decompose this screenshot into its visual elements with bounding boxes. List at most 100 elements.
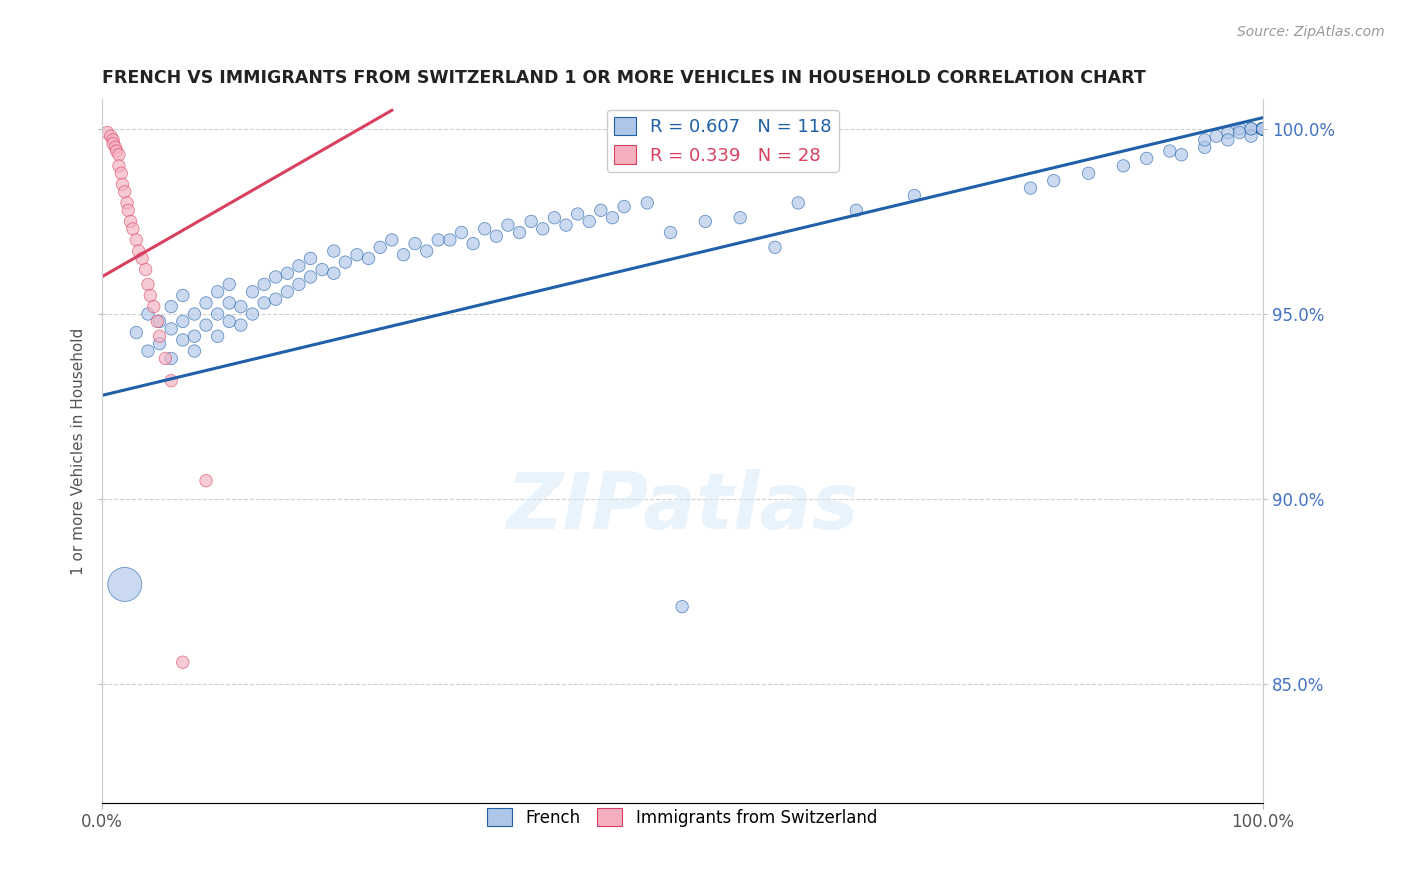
Point bbox=[111, 178, 134, 192]
Text: Source: ZipAtlas.com: Source: ZipAtlas.com bbox=[1237, 25, 1385, 39]
Point bbox=[114, 577, 136, 591]
Point bbox=[207, 285, 229, 299]
Point bbox=[1229, 126, 1251, 140]
Point bbox=[1251, 121, 1274, 136]
Point bbox=[728, 211, 751, 225]
Point bbox=[195, 474, 218, 488]
Point bbox=[1251, 121, 1274, 136]
Point bbox=[100, 129, 122, 144]
Point bbox=[1251, 121, 1274, 136]
Point bbox=[613, 200, 636, 214]
Point bbox=[172, 288, 194, 302]
Text: FRENCH VS IMMIGRANTS FROM SWITZERLAND 1 OR MORE VEHICLES IN HOUSEHOLD CORRELATIO: FRENCH VS IMMIGRANTS FROM SWITZERLAND 1 … bbox=[101, 69, 1146, 87]
Point bbox=[1136, 152, 1159, 166]
Point bbox=[346, 248, 368, 262]
Point bbox=[142, 300, 165, 314]
Point bbox=[589, 203, 612, 218]
Point bbox=[1251, 121, 1274, 136]
Point bbox=[148, 329, 170, 343]
Point bbox=[555, 218, 578, 232]
Point bbox=[1251, 121, 1274, 136]
Point bbox=[288, 277, 311, 292]
Point bbox=[160, 322, 183, 336]
Point bbox=[242, 285, 264, 299]
Point bbox=[253, 296, 276, 310]
Point bbox=[1251, 121, 1274, 136]
Point bbox=[96, 126, 118, 140]
Point bbox=[195, 296, 218, 310]
Point bbox=[636, 195, 658, 210]
Point bbox=[108, 147, 131, 161]
Point bbox=[474, 222, 496, 236]
Point bbox=[117, 203, 139, 218]
Point bbox=[415, 244, 437, 258]
Point bbox=[1251, 121, 1274, 136]
Point bbox=[114, 185, 136, 199]
Point bbox=[1251, 121, 1274, 136]
Point bbox=[1019, 181, 1042, 195]
Point bbox=[602, 211, 624, 225]
Point bbox=[104, 140, 127, 154]
Point bbox=[207, 307, 229, 321]
Point bbox=[110, 166, 132, 180]
Point bbox=[207, 329, 229, 343]
Point bbox=[1251, 121, 1274, 136]
Point bbox=[115, 195, 138, 210]
Point bbox=[311, 262, 333, 277]
Point bbox=[1194, 140, 1216, 154]
Point bbox=[461, 236, 484, 251]
Point bbox=[1251, 121, 1274, 136]
Point bbox=[242, 307, 264, 321]
Point bbox=[763, 240, 786, 254]
Point bbox=[1240, 121, 1263, 136]
Point bbox=[404, 236, 426, 251]
Point bbox=[218, 277, 240, 292]
Point bbox=[218, 296, 240, 310]
Point bbox=[1112, 159, 1135, 173]
Point bbox=[1229, 121, 1251, 136]
Point bbox=[1240, 129, 1263, 144]
Point bbox=[1159, 144, 1181, 158]
Point bbox=[427, 233, 450, 247]
Point bbox=[183, 307, 205, 321]
Point bbox=[148, 314, 170, 328]
Point bbox=[1251, 121, 1274, 136]
Point bbox=[276, 266, 298, 280]
Point bbox=[101, 133, 124, 147]
Point bbox=[264, 292, 287, 306]
Point bbox=[120, 214, 142, 228]
Point bbox=[276, 285, 298, 299]
Point bbox=[183, 344, 205, 359]
Point bbox=[148, 336, 170, 351]
Y-axis label: 1 or more Vehicles in Household: 1 or more Vehicles in Household bbox=[72, 327, 86, 574]
Point bbox=[131, 252, 153, 266]
Point bbox=[253, 277, 276, 292]
Point bbox=[155, 351, 177, 366]
Point bbox=[357, 252, 380, 266]
Point bbox=[1251, 121, 1274, 136]
Legend: French, Immigrants from Switzerland: French, Immigrants from Switzerland bbox=[481, 802, 884, 833]
Point bbox=[439, 233, 461, 247]
Point bbox=[1216, 133, 1239, 147]
Point bbox=[496, 218, 519, 232]
Point bbox=[160, 300, 183, 314]
Point bbox=[1251, 121, 1274, 136]
Point bbox=[136, 277, 159, 292]
Point bbox=[1251, 121, 1274, 136]
Point bbox=[160, 374, 183, 388]
Point bbox=[1251, 121, 1274, 136]
Point bbox=[520, 214, 543, 228]
Point bbox=[146, 314, 169, 328]
Point bbox=[322, 266, 344, 280]
Point bbox=[1205, 129, 1227, 144]
Point bbox=[299, 252, 322, 266]
Point bbox=[903, 188, 925, 202]
Point bbox=[381, 233, 404, 247]
Point bbox=[392, 248, 415, 262]
Point bbox=[183, 329, 205, 343]
Point bbox=[1251, 121, 1274, 136]
Point bbox=[1194, 133, 1216, 147]
Point bbox=[299, 270, 322, 285]
Point bbox=[578, 214, 600, 228]
Point bbox=[128, 244, 150, 258]
